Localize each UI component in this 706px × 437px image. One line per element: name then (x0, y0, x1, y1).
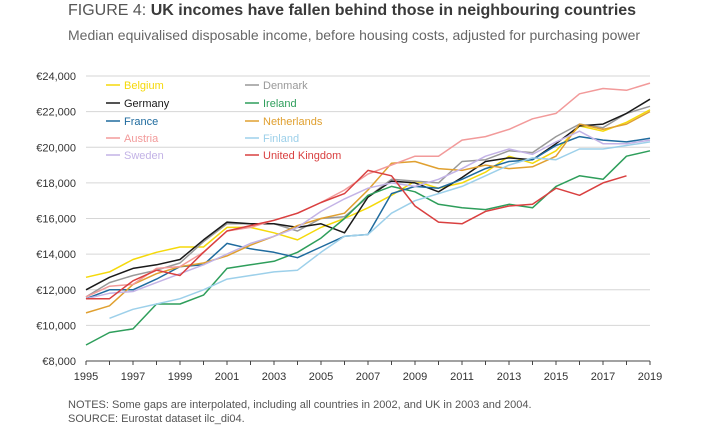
x-tick-label: 2017 (591, 371, 615, 383)
figure-subtitle: Median equivalised disposable income, be… (68, 27, 641, 43)
x-tick-label: 2015 (544, 371, 568, 383)
x-tick-label: 2011 (450, 371, 474, 383)
x-tick-label: 1999 (168, 371, 192, 383)
y-tick-label: €12,000 (36, 285, 76, 297)
x-tick-label: 1997 (121, 371, 145, 383)
series-line-united-kingdom (86, 169, 627, 300)
x-tick-label: 2009 (403, 371, 427, 383)
legend-label-germany: Germany (124, 98, 170, 110)
x-tick-label: 2001 (215, 371, 239, 383)
y-tick-label: €22,000 (36, 107, 76, 119)
y-tick-label: €10,000 (36, 320, 76, 332)
legend-label-france: France (124, 116, 158, 128)
legend-label-belgium: Belgium (124, 80, 164, 92)
y-tick-label: €18,000 (36, 178, 76, 190)
series-line-sweden (85, 130, 651, 300)
series-line-belgium (85, 109, 651, 279)
legend-label-denmark: Denmark (263, 80, 308, 92)
legend-label-finland: Finland (263, 133, 299, 145)
notes-line: NOTES: Some gaps are interpolated, inclu… (68, 399, 532, 411)
y-tick-label: €24,000 (36, 71, 76, 83)
figure-number: FIGURE 4: (68, 2, 147, 19)
x-tick-label: 2013 (497, 371, 521, 383)
x-tick-label: 2007 (356, 371, 380, 383)
legend-label-austria: Austria (124, 133, 159, 145)
x-tick-label: 2005 (309, 371, 333, 383)
legend-label-united-kingdom: United Kingdom (263, 150, 341, 162)
y-tick-label: €16,000 (36, 214, 76, 226)
series-line-ireland (85, 150, 651, 346)
y-tick-label: €20,000 (36, 142, 76, 154)
figure-heading: UK incomes have fallen behind those in n… (150, 2, 637, 19)
figure-notes: NOTES: Some gaps are interpolated, inclu… (68, 398, 532, 426)
series-line-austria (85, 82, 651, 298)
x-tick-label: 1995 (74, 371, 98, 383)
legend-label-ireland: Ireland (263, 98, 297, 110)
x-tick-label: 2019 (638, 371, 662, 383)
legend-label-sweden: Sweden (124, 150, 164, 162)
figure-title: FIGURE 4: UK incomes have fallen behind … (68, 2, 636, 20)
series-line-france (85, 135, 651, 300)
legend-label-netherlands: Netherlands (263, 116, 323, 128)
x-tick-label: 2003 (262, 371, 286, 383)
source-line: SOURCE: Eurostat dataset ilc_di04. (68, 413, 245, 425)
series-line-germany (85, 98, 651, 291)
y-tick-label: €14,000 (36, 249, 76, 261)
series-line-finland (109, 141, 651, 320)
series-line-denmark (85, 105, 651, 298)
y-tick-label: €8,000 (42, 356, 76, 368)
